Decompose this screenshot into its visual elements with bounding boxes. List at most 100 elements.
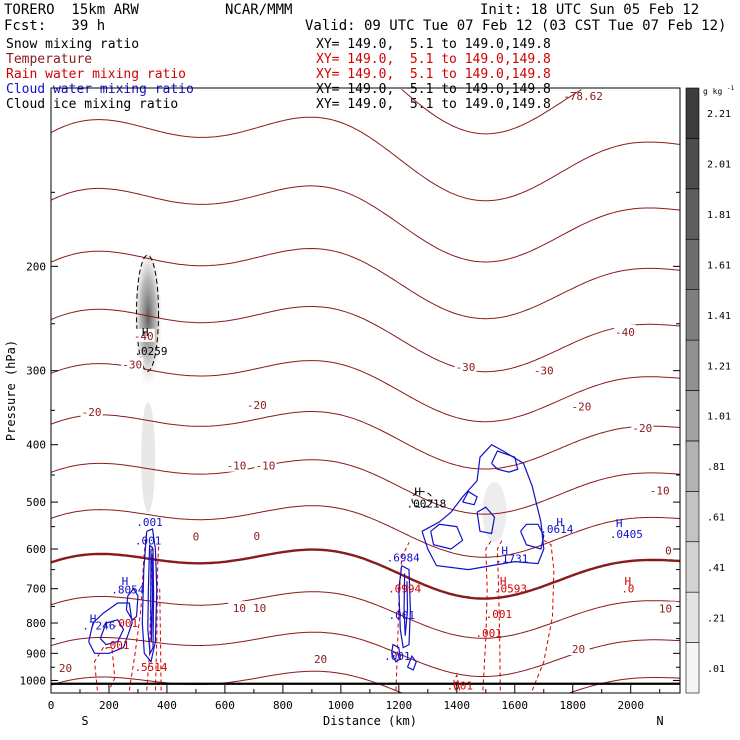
isotherm-label-bg	[657, 543, 680, 557]
max-value-label: H	[414, 486, 421, 499]
rain-contour	[154, 544, 160, 691]
colorbar-swatch	[685, 289, 700, 341]
max-value-label: H	[500, 575, 507, 588]
max-value-label: .0405	[610, 528, 643, 541]
isotherm-label: -30	[534, 365, 554, 378]
cloud-water-contour	[430, 523, 464, 550]
y-tick-label: 1000	[20, 674, 47, 687]
isotherm-label-bg	[654, 601, 677, 615]
colorbar-label: .61	[707, 513, 725, 524]
isotherm-line	[51, 185, 680, 263]
max-value-label: .0994	[388, 583, 421, 596]
colorbar-swatch	[685, 642, 700, 694]
isotherm-line	[51, 360, 680, 423]
organization-label: NCAR/MMM	[225, 2, 293, 18]
cloud-water-contour	[141, 528, 158, 664]
max-value-label: .1731	[495, 552, 528, 565]
isotherm-label: 10	[659, 602, 672, 615]
colorbar-swatch	[685, 491, 700, 543]
colorbar-label: 1.01	[707, 412, 731, 423]
rain-contour	[531, 539, 555, 691]
cloud-water-contour	[88, 602, 133, 654]
isotherm-label-bg	[567, 642, 590, 656]
isotherm-label-bg	[184, 529, 207, 543]
isotherm-label: -30	[456, 361, 476, 374]
snow-shading	[482, 482, 507, 543]
plot-frame	[50, 87, 681, 694]
plot-area	[51, 89, 680, 693]
cloud-water-contour	[147, 544, 155, 656]
isotherm-label: -20	[247, 399, 267, 412]
colorbar-label: 1.21	[707, 361, 731, 372]
max-value-label: .001	[446, 680, 473, 693]
cloud-water-contour	[421, 443, 545, 571]
x-tick-label: 600	[215, 699, 235, 712]
isotherm-line	[51, 591, 680, 639]
max-value-label: .001	[136, 516, 163, 529]
max-value-label: H	[616, 517, 623, 530]
isotherm-label: -20	[632, 422, 652, 435]
colorbar-swatch	[685, 138, 700, 190]
north-label: N	[656, 714, 663, 728]
isotherm-label-bg	[121, 357, 144, 371]
isotherm-label: -20	[572, 401, 592, 414]
colorbar-label: 2.01	[707, 160, 731, 171]
cloud-water-contour	[462, 490, 478, 506]
isotherm-label-bg	[309, 651, 332, 665]
isotherm-label-bg	[228, 601, 251, 615]
legend-xy-range: XY= 149.0, 5.1 to 149.0,149.8	[316, 82, 551, 97]
max-value-label: .001	[486, 608, 513, 621]
colorbar-unit-exponent: -1	[727, 85, 735, 92]
max-value-label: .0259	[134, 345, 167, 358]
isotherm-label: 20	[59, 662, 72, 675]
model-title: TORERO 15km ARW	[4, 2, 139, 18]
rain-contour	[159, 588, 162, 691]
isotherm-label: 10	[233, 602, 246, 615]
legend-entry: Cloud ice mixing ratio	[6, 97, 179, 112]
x-tick-label: 1600	[502, 699, 529, 712]
isotherm-label: -30	[122, 359, 142, 372]
y-tick-label: 400	[26, 439, 46, 452]
max-value-label: .0614	[540, 523, 573, 536]
max-value-label: .001	[135, 534, 162, 547]
max-value-label: .001	[384, 650, 411, 663]
cloud-water-contour	[150, 548, 154, 642]
colorbar-label: 2.21	[707, 109, 731, 120]
y-tick-label: 900	[26, 647, 46, 660]
cloud-water-contour	[406, 654, 417, 671]
colorbar-swatch	[685, 87, 700, 139]
colorbar-swatch	[685, 591, 700, 643]
rain-contour	[93, 647, 116, 691]
max-value-label: H	[122, 575, 129, 588]
colorbar-label: 1.81	[707, 210, 731, 221]
cloud-ice-contours	[136, 254, 433, 509]
max-value-label: H	[556, 516, 563, 529]
isotherm-label: 20	[572, 643, 585, 656]
max-value-label: .7246	[82, 620, 115, 633]
isotherm-label-bg	[254, 458, 277, 472]
max-value-label: H	[625, 575, 632, 588]
isotherm-line	[401, 89, 582, 135]
isotherm-label: -40	[615, 326, 635, 339]
isotherm-label-bg	[570, 399, 593, 413]
colorbar-swatch	[685, 541, 700, 593]
legend-xy-range: XY= 149.0, 5.1 to 149.0,149.8	[316, 37, 551, 52]
cloud-water-contour	[99, 619, 125, 646]
isotherm-label: -20	[82, 406, 102, 419]
south-label: S	[81, 714, 88, 728]
cloud-water-contours	[88, 443, 545, 671]
isotherm-label: 20	[314, 653, 327, 666]
legend-xy-range: XY= 149.0, 5.1 to 149.0,149.8	[316, 67, 551, 82]
isotherm-line	[51, 116, 680, 202]
y-tick-label: 500	[26, 496, 46, 509]
legend-entry: Rain water mixing ratio	[6, 67, 187, 82]
x-tick-label: 800	[273, 699, 293, 712]
valid-time: Valid: 09 UTC Tue 07 Feb 12 (03 CST Tue …	[305, 18, 727, 34]
colorbar-label: .81	[707, 462, 725, 473]
y-tick-label: 300	[26, 365, 46, 378]
colorbar-unit: g kg	[703, 87, 722, 96]
max-value-label: .00218	[406, 498, 446, 511]
colorbar-label: .21	[707, 613, 725, 624]
isotherm-label-bg	[648, 483, 671, 497]
x-tick-label: 1400	[444, 699, 471, 712]
